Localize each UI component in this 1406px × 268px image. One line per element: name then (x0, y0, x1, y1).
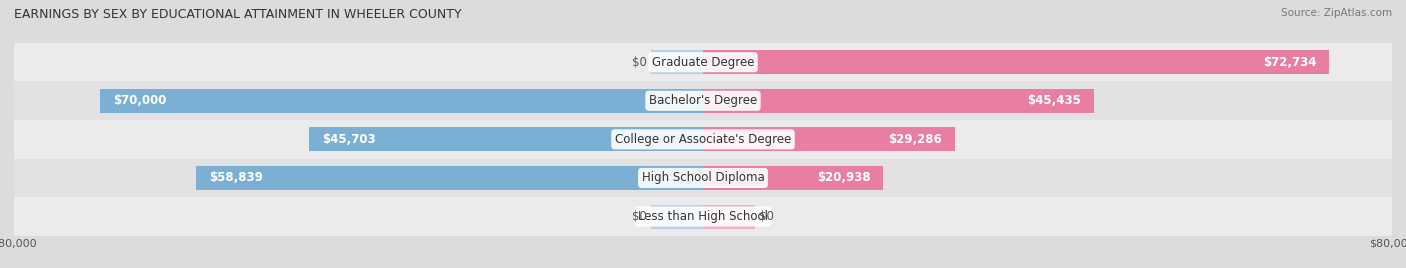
Bar (703, 50, 1329, 74)
Text: Less than High School: Less than High School (638, 210, 768, 223)
Text: $0: $0 (759, 210, 773, 223)
Bar (703, 166, 883, 190)
Bar (197, 166, 703, 190)
Text: Source: ZipAtlas.com: Source: ZipAtlas.com (1281, 8, 1392, 18)
Bar (651, 204, 703, 229)
Text: Bachelor's Degree: Bachelor's Degree (650, 94, 756, 107)
Text: $29,286: $29,286 (889, 133, 942, 146)
Bar (14, 81, 1392, 120)
Bar (14, 197, 1392, 236)
Bar (14, 159, 1392, 197)
Text: $58,839: $58,839 (209, 172, 263, 184)
Bar (703, 204, 755, 229)
Bar (703, 89, 1094, 113)
Text: $0: $0 (633, 210, 647, 223)
Bar (703, 127, 955, 151)
Bar (651, 50, 703, 74)
Text: Graduate Degree: Graduate Degree (652, 56, 754, 69)
Text: $70,000: $70,000 (112, 94, 166, 107)
Text: College or Associate's Degree: College or Associate's Degree (614, 133, 792, 146)
Bar (309, 127, 703, 151)
Text: High School Diploma: High School Diploma (641, 172, 765, 184)
Text: $72,734: $72,734 (1263, 56, 1316, 69)
Text: $45,703: $45,703 (322, 133, 375, 146)
Text: EARNINGS BY SEX BY EDUCATIONAL ATTAINMENT IN WHEELER COUNTY: EARNINGS BY SEX BY EDUCATIONAL ATTAINMEN… (14, 8, 461, 21)
Bar (100, 89, 703, 113)
Bar (14, 120, 1392, 159)
Text: $45,435: $45,435 (1028, 94, 1081, 107)
Text: $0: $0 (633, 56, 647, 69)
Text: $20,938: $20,938 (817, 172, 870, 184)
Bar (14, 43, 1392, 81)
